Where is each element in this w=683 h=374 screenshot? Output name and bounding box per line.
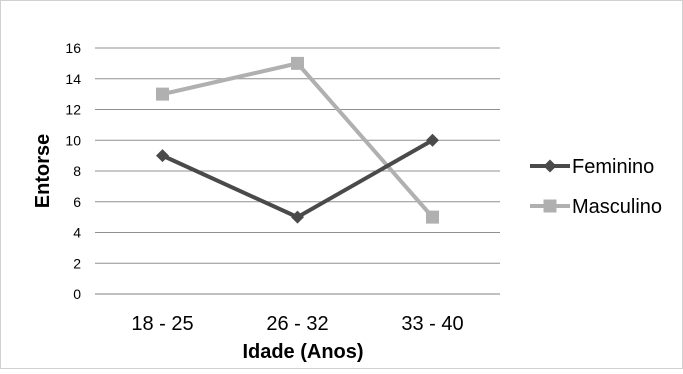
- legend-label: Feminino: [572, 156, 654, 178]
- y-tick-label: 4: [73, 225, 81, 241]
- x-axis-label: Idade (Anos): [242, 341, 363, 363]
- y-tick-label: 10: [65, 132, 81, 148]
- data-point-marker: [426, 133, 439, 147]
- legend-marker: [543, 199, 557, 213]
- x-tick-label: 33 - 40: [401, 313, 463, 335]
- legend-label: Masculino: [572, 196, 662, 218]
- legend-marker: [543, 159, 557, 173]
- y-axis-label: Entorse: [32, 134, 54, 208]
- y-tick-label: 0: [73, 286, 81, 302]
- data-point-marker: [426, 210, 439, 224]
- y-tick-labels: 0 2 4 6 8 10 12 14 16: [65, 40, 81, 302]
- legend-item-masculino: Masculino: [530, 196, 662, 218]
- y-tick-label: 2: [73, 255, 81, 271]
- y-tick-label: 16: [65, 40, 81, 56]
- data-point-marker: [156, 149, 169, 163]
- legend: Feminino Masculino: [530, 156, 662, 218]
- y-tick-label: 6: [73, 194, 81, 210]
- y-tick-label: 14: [65, 71, 81, 87]
- y-tick-label: 8: [73, 163, 81, 179]
- data-point-marker: [156, 87, 169, 101]
- legend-item-feminino: Feminino: [530, 156, 654, 178]
- y-tick-label: 12: [65, 102, 81, 118]
- data-point-marker: [291, 56, 304, 70]
- x-tick-label: 18 - 25: [131, 313, 193, 335]
- gridlines: [95, 47, 500, 264]
- series-layer: [156, 56, 439, 224]
- data-point-marker: [291, 210, 304, 224]
- series-feminino: [156, 133, 439, 224]
- x-tick-labels: 18 - 25 26 - 32 33 - 40: [131, 313, 463, 335]
- x-tick-label: 26 - 32: [266, 313, 328, 335]
